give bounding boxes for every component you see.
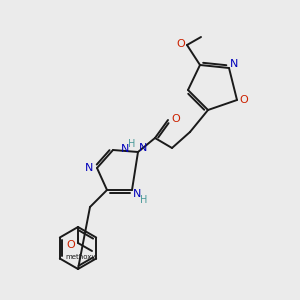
Text: O: O bbox=[177, 39, 185, 49]
Text: O: O bbox=[172, 114, 180, 124]
Text: methoxy: methoxy bbox=[66, 254, 96, 260]
Text: N: N bbox=[139, 143, 147, 153]
Text: H: H bbox=[140, 195, 148, 205]
Text: O: O bbox=[67, 240, 75, 250]
Text: N: N bbox=[121, 144, 129, 154]
Text: H: H bbox=[128, 139, 136, 149]
Text: N: N bbox=[85, 163, 93, 173]
Text: N: N bbox=[133, 189, 141, 199]
Text: N: N bbox=[230, 59, 238, 69]
Text: O: O bbox=[240, 95, 248, 105]
